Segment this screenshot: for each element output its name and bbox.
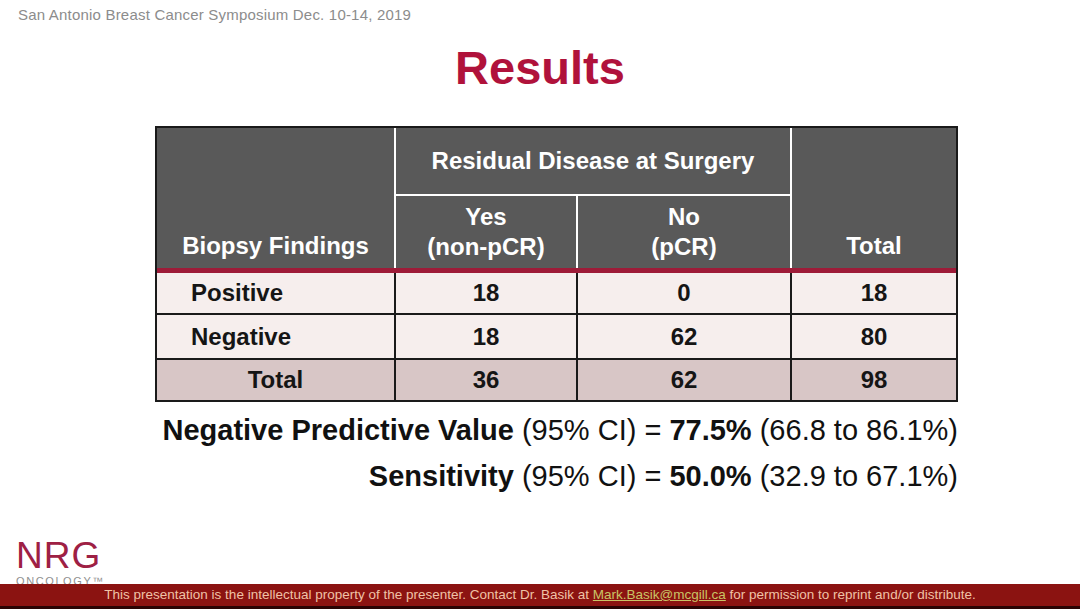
sensitivity-ci-label: (95% CI) = [514,460,670,492]
total-column-header-cell: Total [790,128,956,268]
npv-ci-label: (95% CI) = [514,414,670,446]
positive-yes-value: 18 [394,273,576,313]
total-no-value: 62 [576,358,790,400]
total-yes-value: 36 [394,358,576,400]
npv-stat-name: Negative Predictive Value [162,414,513,446]
table-row-positive-label: Positive [157,273,394,313]
yes-column-header-cell: Yes (non-pCR) [394,194,576,268]
positive-total-value: 18 [790,273,956,313]
total-total-value: 98 [790,358,956,400]
footer-disclaimer-bar: This presentation is the intellectual pr… [0,584,1080,609]
table-row-negative-label: Negative [157,313,394,358]
disclaimer-text-after: for permission to reprint and/or distrib… [726,587,976,602]
npv-ci-range: (66.8 to 86.1%) [752,414,958,446]
negative-total-value: 80 [790,313,956,358]
positive-no-value: 0 [576,273,790,313]
results-table: Biopsy Findings Residual Disease at Surg… [155,126,958,402]
sensitivity-stat-name: Sensitivity [369,460,514,492]
negative-yes-value: 18 [394,313,576,358]
nrg-logo-text: NRG [16,537,105,574]
no-column-header-cell: No (pCR) [576,194,790,268]
conference-banner: San Antonio Breast Cancer Symposium Dec.… [18,6,411,23]
column-group-header-cell: Residual Disease at Surgery [394,128,790,194]
npv-stat-line: Negative Predictive Value (95% CI) = 77.… [162,414,958,447]
sensitivity-ci-range: (32.9 to 67.1%) [752,460,958,492]
disclaimer-text-before: This presentation is the intellectual pr… [104,587,593,602]
sensitivity-stat-line: Sensitivity (95% CI) = 50.0% (32.9 to 67… [162,460,958,493]
statistics-block: Negative Predictive Value (95% CI) = 77.… [162,414,958,506]
page-title: Results [0,40,1080,95]
nrg-oncology-logo: NRG ONCOLOGY™ [16,537,105,587]
row-header-label-cell: Biopsy Findings [157,128,394,268]
email-link[interactable]: Mark.Basik@mcgill.ca [593,587,726,602]
table-row-total-label: Total [157,358,394,400]
negative-no-value: 62 [576,313,790,358]
npv-value: 77.5% [669,414,751,446]
sensitivity-value: 50.0% [669,460,751,492]
